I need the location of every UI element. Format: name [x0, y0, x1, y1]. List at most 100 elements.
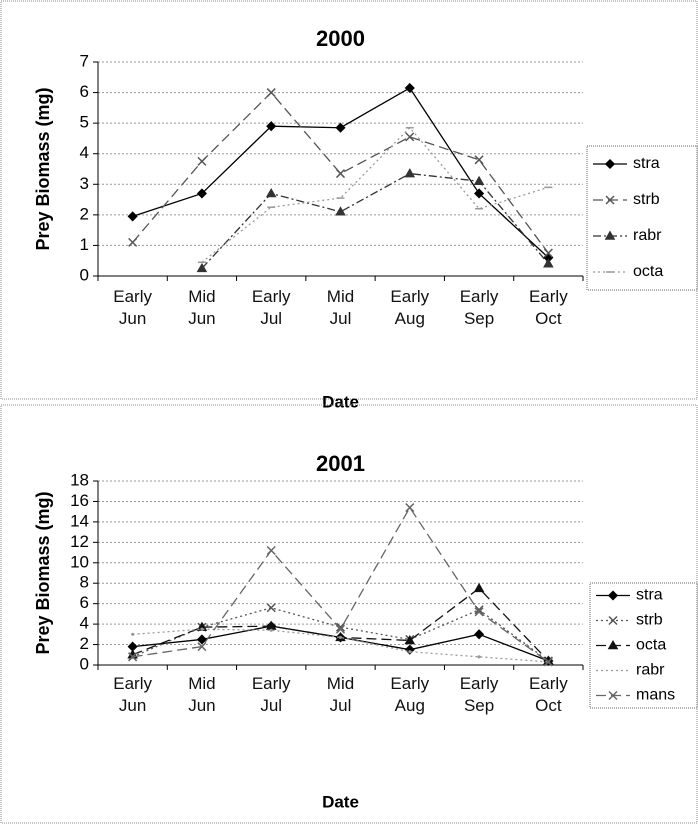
marker — [543, 258, 554, 268]
x-axis-label: Date — [322, 392, 359, 411]
marker — [196, 188, 207, 199]
legend-label: stra — [633, 155, 660, 172]
marker — [196, 262, 208, 273]
legend-marker — [605, 195, 615, 205]
y-tick-label: 2 — [80, 204, 89, 223]
x-tick-label: Early Oct — [528, 674, 568, 715]
marker — [335, 622, 346, 632]
marker — [408, 650, 412, 654]
marker — [269, 628, 273, 632]
y-axis-label: Prey Biomass (mg) — [33, 491, 53, 654]
y-tick-label: 8 — [80, 573, 89, 592]
x-tick-label: Early Jul — [251, 287, 291, 328]
y-tick-label: 3 — [80, 174, 89, 193]
marker — [128, 237, 138, 247]
legend-marker — [608, 615, 618, 626]
y-tick-label: 4 — [80, 614, 89, 633]
x-tick-label: Mid Jul — [326, 674, 355, 715]
chart-title: 2001 — [316, 451, 365, 476]
legend-label: strb — [633, 191, 660, 208]
x-tick-label: Early Jul — [251, 674, 291, 715]
legend-label: stra — [636, 587, 663, 604]
series-line — [201, 126, 549, 263]
x-tick-label: Early Aug — [390, 287, 430, 328]
y-axis-label: Prey Biomass (mg) — [33, 87, 53, 250]
marker — [477, 655, 481, 659]
marker — [335, 169, 346, 179]
marker — [543, 657, 553, 667]
x-tick-label: Early Jun — [113, 287, 152, 328]
x-tick-label: Early Sep — [459, 287, 499, 328]
marker — [404, 634, 416, 645]
legend-marker — [608, 690, 618, 701]
marker — [473, 175, 485, 185]
marker — [404, 168, 416, 178]
marker — [404, 82, 415, 94]
marker — [474, 629, 485, 640]
legend-label: rabr — [636, 662, 665, 679]
legend-label: octa — [636, 637, 666, 654]
marker — [128, 652, 138, 662]
marker — [265, 620, 277, 630]
y-tick-label: 0 — [80, 265, 89, 284]
x-axis-label: Date — [322, 792, 359, 811]
x-tick-label: Early Oct — [528, 287, 568, 328]
marker — [335, 122, 346, 133]
marker — [405, 132, 415, 142]
marker — [266, 121, 277, 132]
y-tick-label: 6 — [80, 593, 89, 612]
marker — [338, 635, 343, 639]
x-tick-label: Mid Jun — [188, 674, 216, 715]
y-tick-label: 18 — [70, 470, 89, 489]
y-tick-label: 14 — [70, 511, 89, 530]
y-tick-label: 1 — [80, 235, 89, 254]
legend-box — [589, 582, 698, 709]
x-tick-label: Mid Jul — [326, 287, 355, 328]
y-tick-label: 7 — [80, 51, 89, 70]
series-line — [132, 625, 549, 662]
x-tick-label: Mid Jun — [188, 287, 216, 328]
marker — [196, 634, 207, 645]
marker — [266, 545, 276, 556]
legend-label: mans — [636, 687, 675, 704]
y-tick-label: 12 — [70, 532, 89, 551]
legend-marker — [604, 158, 616, 170]
marker — [543, 248, 553, 258]
legend-label: strb — [636, 612, 663, 629]
chart-title: 2000 — [316, 26, 365, 51]
marker — [335, 206, 346, 216]
marker — [266, 88, 276, 98]
marker — [127, 211, 138, 222]
marker — [131, 632, 135, 636]
y-tick-label: 6 — [80, 82, 89, 101]
legend-label: octa — [633, 263, 663, 280]
legend-label: rabr — [633, 227, 662, 244]
marker — [474, 607, 484, 617]
series-line — [201, 172, 549, 269]
x-tick-label: Early Jun — [113, 674, 152, 715]
marker — [474, 155, 484, 165]
marker — [474, 188, 485, 199]
legend-box — [586, 145, 698, 291]
series-line — [132, 587, 549, 662]
y-tick-label: 5 — [80, 113, 89, 132]
legend-marker — [607, 639, 619, 650]
marker — [200, 627, 204, 631]
marker — [405, 503, 415, 513]
marker — [197, 156, 207, 166]
marker — [335, 624, 346, 634]
x-tick-label: Early Aug — [390, 674, 430, 715]
marker — [474, 605, 484, 615]
y-tick-label: 0 — [80, 654, 89, 673]
y-tick-label: 16 — [70, 491, 89, 510]
legend-marker — [604, 230, 616, 240]
x-tick-label: Early Sep — [459, 674, 499, 715]
y-tick-label: 10 — [70, 552, 89, 571]
marker — [404, 644, 415, 655]
marker — [473, 582, 485, 593]
y-tick-label: 2 — [80, 634, 89, 653]
marker — [266, 603, 276, 613]
legend-marker — [607, 590, 619, 601]
